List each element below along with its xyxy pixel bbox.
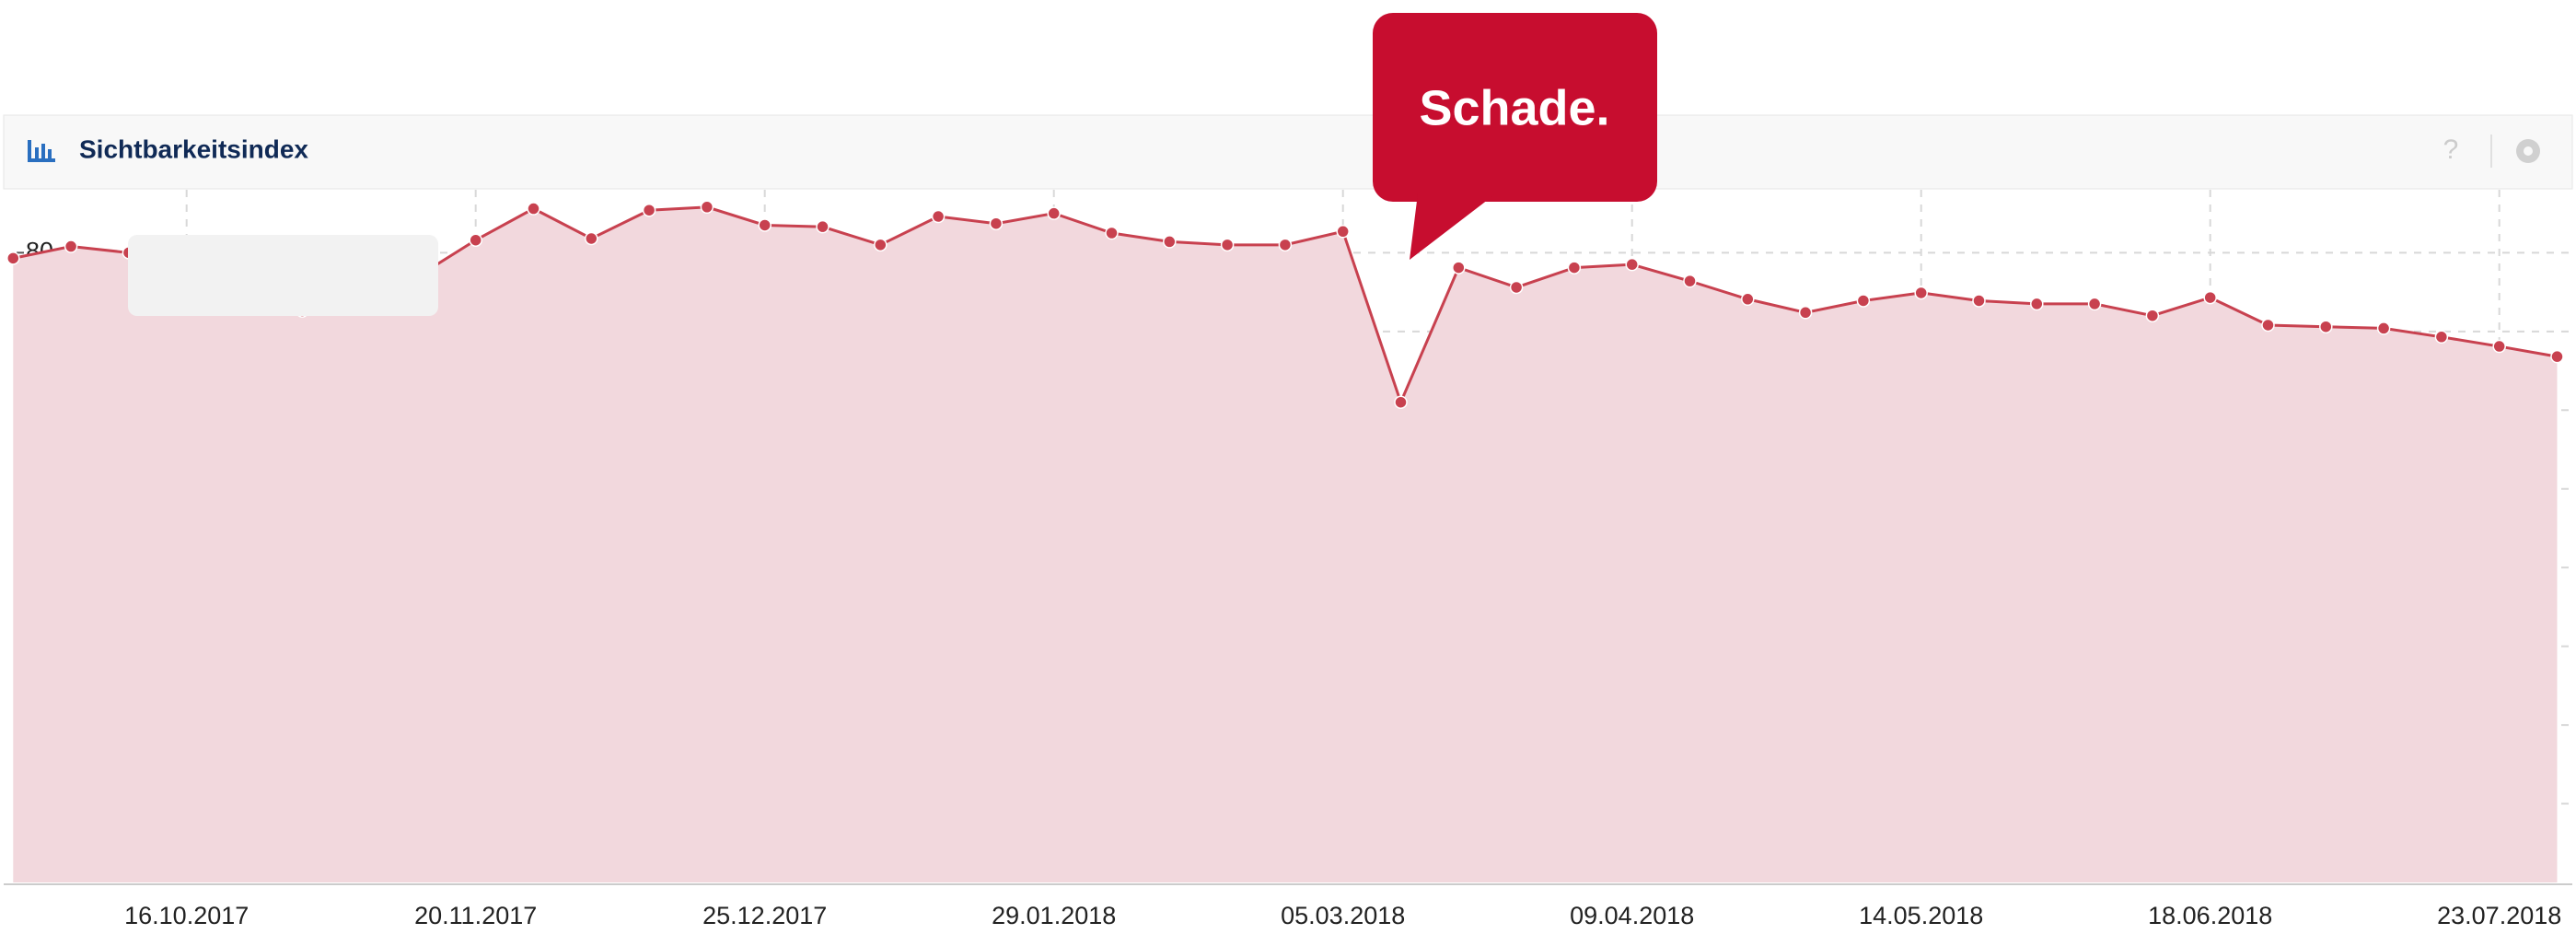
x-tick-label: 18.06.2018 [2148, 902, 2272, 929]
point [1509, 280, 1524, 295]
point [1683, 274, 1697, 288]
point [2550, 349, 2564, 364]
point [585, 231, 598, 246]
x-tick-label: 20.11.2017 [414, 902, 537, 929]
point [1741, 292, 1755, 307]
settings-button[interactable] [2516, 139, 2540, 163]
help-button[interactable]: ? [2443, 134, 2459, 165]
point [989, 216, 1004, 230]
point [2319, 320, 2333, 333]
area [13, 206, 2558, 883]
point [2145, 309, 2160, 322]
redaction-box [128, 235, 438, 316]
x-tick-label: 14.05.2018 [1859, 902, 1983, 929]
point [1105, 226, 1119, 240]
point [64, 239, 78, 253]
point [469, 233, 482, 247]
x-tick-label: 05.03.2018 [1281, 902, 1405, 929]
chart-icon [28, 140, 55, 162]
point [1163, 235, 1177, 249]
point [874, 238, 888, 252]
point [2261, 318, 2275, 333]
x-tick-label: 25.12.2017 [702, 902, 827, 929]
point [1047, 206, 1061, 220]
point [1452, 261, 1466, 274]
point [700, 200, 714, 215]
point [527, 202, 540, 216]
point [2087, 297, 2102, 311]
annotation: Schade. [1419, 80, 1609, 135]
x-tick-label: 16.10.2017 [124, 902, 249, 929]
point [1625, 257, 1639, 272]
point [1798, 306, 1813, 320]
point [1914, 286, 1928, 300]
point [2492, 339, 2506, 354]
x-tick-label: 23.07.2018 [2437, 902, 2561, 929]
callout: Schade. [1373, 13, 1657, 260]
point [1278, 238, 1293, 252]
x-tick-label: 29.01.2018 [992, 902, 1116, 929]
point [1856, 294, 1871, 308]
panel-header [3, 114, 2573, 190]
point [816, 219, 830, 234]
point [931, 209, 946, 224]
x-tick-label: 09.04.2018 [1570, 902, 1694, 929]
chart-title: Sichtbarkeitsindex [79, 134, 308, 163]
point [1972, 294, 1986, 308]
point [1220, 238, 1235, 252]
point [1336, 225, 1350, 239]
point [6, 251, 20, 265]
point [2030, 297, 2044, 311]
point [2376, 321, 2391, 335]
point [2434, 330, 2449, 345]
point [2203, 290, 2217, 305]
point [642, 203, 656, 217]
point [1567, 261, 1582, 274]
point [758, 218, 772, 232]
point [1394, 395, 1408, 409]
